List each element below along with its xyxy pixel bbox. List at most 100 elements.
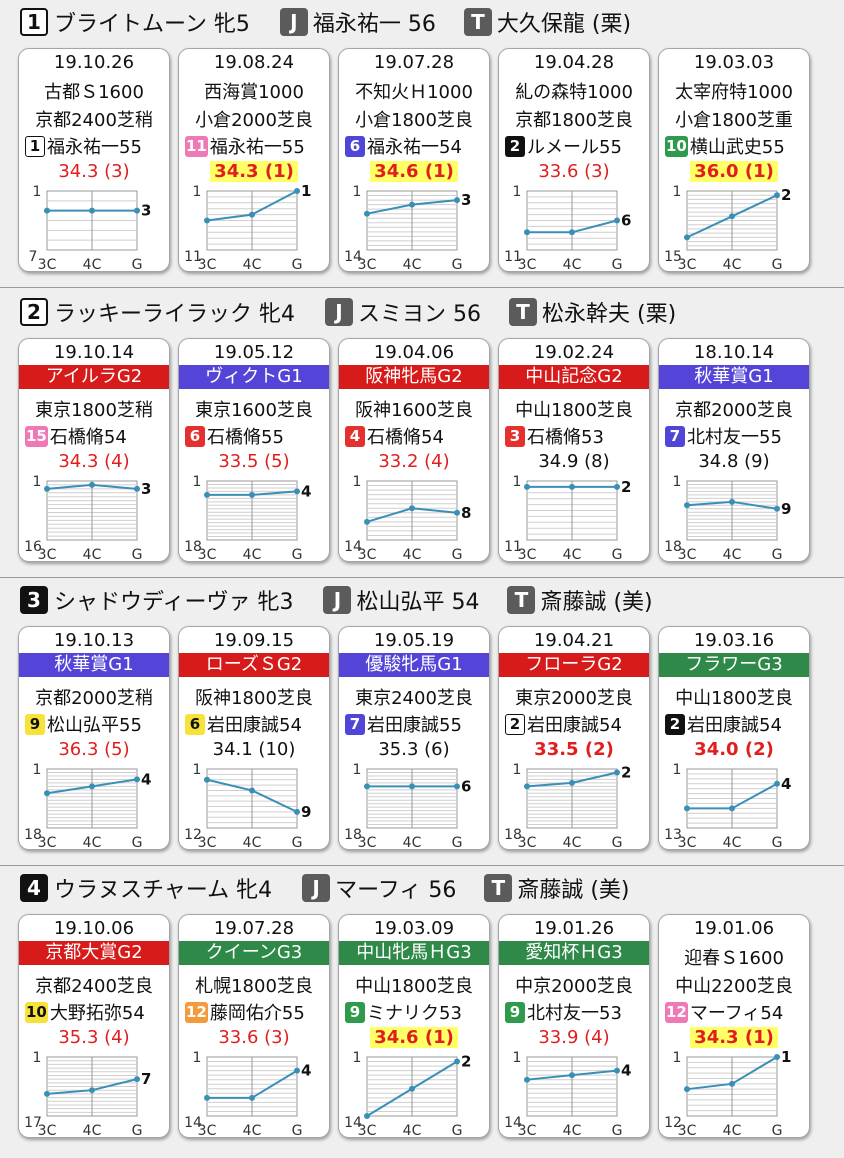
position-point: [524, 229, 530, 236]
race-date: 19.02.24: [533, 342, 615, 363]
last3f-time-row: 34.3 (4): [19, 451, 169, 472]
position-point: [729, 805, 735, 812]
race-course: 阪神1600芝良: [355, 400, 473, 421]
corner-label: 4C: [243, 257, 262, 272]
race-card[interactable]: 19.05.19 優駿牝馬G1 東京2400芝良 7 岩田康誠55 35.3 (6) 1 18…: [338, 626, 490, 850]
race-date: 19.04.06: [373, 342, 455, 363]
race-jockey-line: 1 福永祐一55: [25, 135, 142, 158]
jockey-badge-icon: J: [323, 586, 352, 614]
last3f-time: 34.3 (1): [210, 161, 298, 182]
axis-bottom-label: 16: [24, 539, 42, 555]
race-card[interactable]: 19.03.16 フラワーG3 中山1800芝良 2 岩田康誠54 34.0 (2) 1 13…: [658, 626, 810, 850]
race-card[interactable]: 19.03.09 中山牝馬ＨG3 中山1800芝良 9 ミナリク53 34.6 (1) 1 1…: [338, 914, 490, 1138]
race-jockey-line: 3 石橋脩53: [505, 425, 604, 448]
position-point: [249, 1094, 255, 1101]
race-jockey-line: 2 岩田康誠54: [505, 713, 622, 736]
position-chart: 1 13 4 3C 4C G: [664, 763, 791, 850]
jockey-badge-icon: J: [302, 874, 331, 902]
race-card[interactable]: 19.08.24 西海賞1000 小倉2000芝良 11 福永祐一55 34.3 (1) 1…: [178, 48, 330, 272]
axis-bottom-label: 18: [344, 827, 362, 843]
position-point: [454, 1058, 460, 1065]
corner-label: G: [292, 257, 303, 272]
position-point: [204, 217, 210, 224]
corner-label: 3C: [678, 835, 697, 850]
post-number-badge: 9: [25, 713, 45, 735]
race-jockey: 松山弘平55: [47, 715, 142, 736]
race-date: 19.07.28: [373, 52, 455, 73]
position-chart: 1 16 3 3C 4C G: [24, 475, 151, 562]
race-jockey-line: 4 石橋脩54: [345, 425, 444, 448]
race-course: 京都2000芝稍: [35, 688, 153, 709]
trainer-name: 大久保龍 (栗): [496, 12, 632, 37]
finish-position-label: 2: [781, 186, 791, 204]
corner-label: 3C: [38, 1123, 57, 1138]
last3f-time: 34.6 (1): [370, 161, 458, 182]
position-point: [614, 1067, 620, 1074]
position-point: [569, 229, 575, 236]
race-card[interactable]: 19.10.26 古都Ｓ1600 京都2400芝稍 1 福永祐一55 34.3 (3) 1 7…: [18, 48, 170, 272]
race-jockey: 北村友一53: [527, 1003, 622, 1024]
position-point: [294, 488, 300, 495]
race-jockey-line: 10 横山武史55: [665, 135, 785, 158]
race-card[interactable]: 19.04.06 阪神牝馬G2 阪神1600芝良 4 石橋脩54 33.2 (4) 1 14 8…: [338, 338, 490, 562]
race-card[interactable]: 18.10.14 秋華賞G1 京都2000芝良 7 北村友一55 34.8 (9) 1 18 9…: [658, 338, 810, 562]
race-card[interactable]: 19.10.06 京都大賞G2 京都2400芝良 10 大野拓弥54 35.3 (4) 1 1…: [18, 914, 170, 1138]
post-number-badge: 2: [505, 135, 525, 157]
jockey-name: スミヨン 56: [358, 302, 481, 327]
position-point: [294, 808, 300, 815]
corner-label: 4C: [83, 257, 102, 272]
corner-label: 3C: [38, 835, 57, 850]
position-point: [684, 1086, 690, 1093]
race-date: 19.03.09: [373, 918, 455, 939]
trainer-name: 斎藤誠 (美): [540, 590, 653, 615]
axis-top-label: 1: [193, 1051, 202, 1066]
race-date: 19.05.12: [213, 342, 295, 363]
race-name-band: 愛知杯ＨG3: [499, 941, 649, 965]
race-course: 小倉2000芝良: [195, 110, 313, 131]
race-date: 19.10.26: [53, 52, 135, 73]
race-card[interactable]: 19.01.26 愛知杯ＨG3 中京2000芝良 9 北村友一53 33.9 (4) 1 14…: [498, 914, 650, 1138]
race-card[interactable]: 19.10.14 アイルラG2 東京1800芝稍 15 石橋脩54 34.3 (4) 1 16…: [18, 338, 170, 562]
finish-position-label: 4: [781, 775, 791, 793]
race-date: 19.03.03: [693, 52, 775, 73]
last3f-time: 34.3 (4): [58, 451, 130, 472]
corner-label: G: [292, 547, 303, 562]
race-date: 19.04.28: [533, 52, 615, 73]
axis-bottom-label: 11: [184, 249, 202, 265]
race-card[interactable]: 19.04.21 フローラG2 東京2000芝良 2 岩田康誠54 33.5 (2) 1 18…: [498, 626, 650, 850]
position-chart: 1 12 1 3C 4C G: [664, 1051, 791, 1137]
race-card[interactable]: 19.02.24 中山記念G2 中山1800芝良 3 石橋脩53 34.9 (8) 1 11 2…: [498, 338, 650, 562]
corner-label: 3C: [198, 1123, 217, 1138]
horse-section: 1 ブライトムーン 牝5 J 福永祐一 56 T 大久保龍 (栗) 19.10.26 古都Ｓ1…: [0, 0, 844, 288]
corner-label: 3C: [678, 547, 697, 562]
last3f-time: 34.6 (1): [370, 1027, 458, 1048]
race-card[interactable]: 19.10.13 秋華賞G1 京都2000芝稍 9 松山弘平55 36.3 (5) 1 18 4…: [18, 626, 170, 850]
corner-label: 3C: [358, 1123, 377, 1138]
post-number-badge: 2: [505, 713, 525, 735]
race-card[interactable]: 19.03.03 太宰府特1000 小倉1800芝重 10 横山武史55 36.0 (1)…: [658, 48, 810, 272]
race-card[interactable]: 19.07.28 クイーンG3 札幌1800芝良 12 藤岡佑介55 33.6 (3) 1 1…: [178, 914, 330, 1138]
finish-position-label: 2: [461, 1053, 471, 1071]
position-point: [684, 502, 690, 509]
last3f-time: 33.5 (2): [534, 739, 614, 760]
last3f-time-row: 34.3 (1): [659, 1027, 809, 1048]
race-card[interactable]: 19.01.06 迎春Ｓ1600 中山2200芝良 12 マーフィ54 34.3 (1) 1…: [658, 914, 810, 1138]
corner-label: 4C: [83, 835, 102, 850]
race-name-band: クイーンG3: [179, 941, 329, 965]
race-date: 19.10.14: [53, 342, 135, 363]
race-card[interactable]: 19.04.28 糺の森特1000 京都1800芝良 2 ルメール55 33.6 (3) 1…: [498, 48, 650, 272]
corner-label: 4C: [83, 547, 102, 562]
trainer-name: 松永幹夫 (栗): [542, 302, 677, 327]
race-jockey-line: 2 ルメール55: [505, 135, 622, 158]
position-chart: 1 14 4 3C 4C G: [504, 1051, 631, 1137]
horse-name: シャドウディーヴァ 牝3: [54, 590, 294, 615]
race-card[interactable]: 19.05.12 ヴィクトG1 東京1600芝良 6 石橋脩55 33.5 (5) 1 18 4…: [178, 338, 330, 562]
axis-top-label: 1: [353, 763, 362, 778]
race-card[interactable]: 19.09.15 ローズＳG2 阪神1800芝良 6 岩田康誠54 34.1 (10) 1 1…: [178, 626, 330, 850]
race-course: 東京1600芝良: [195, 400, 313, 421]
race-card[interactable]: 19.07.28 不知火Ｈ1000 小倉1800芝良 6 福永祐一54 34.6 (1) 1…: [338, 48, 490, 272]
trainer-badge-icon: T: [463, 8, 492, 36]
axis-top-label: 1: [353, 475, 362, 490]
race-name-band: 秋華賞G1: [659, 365, 809, 389]
